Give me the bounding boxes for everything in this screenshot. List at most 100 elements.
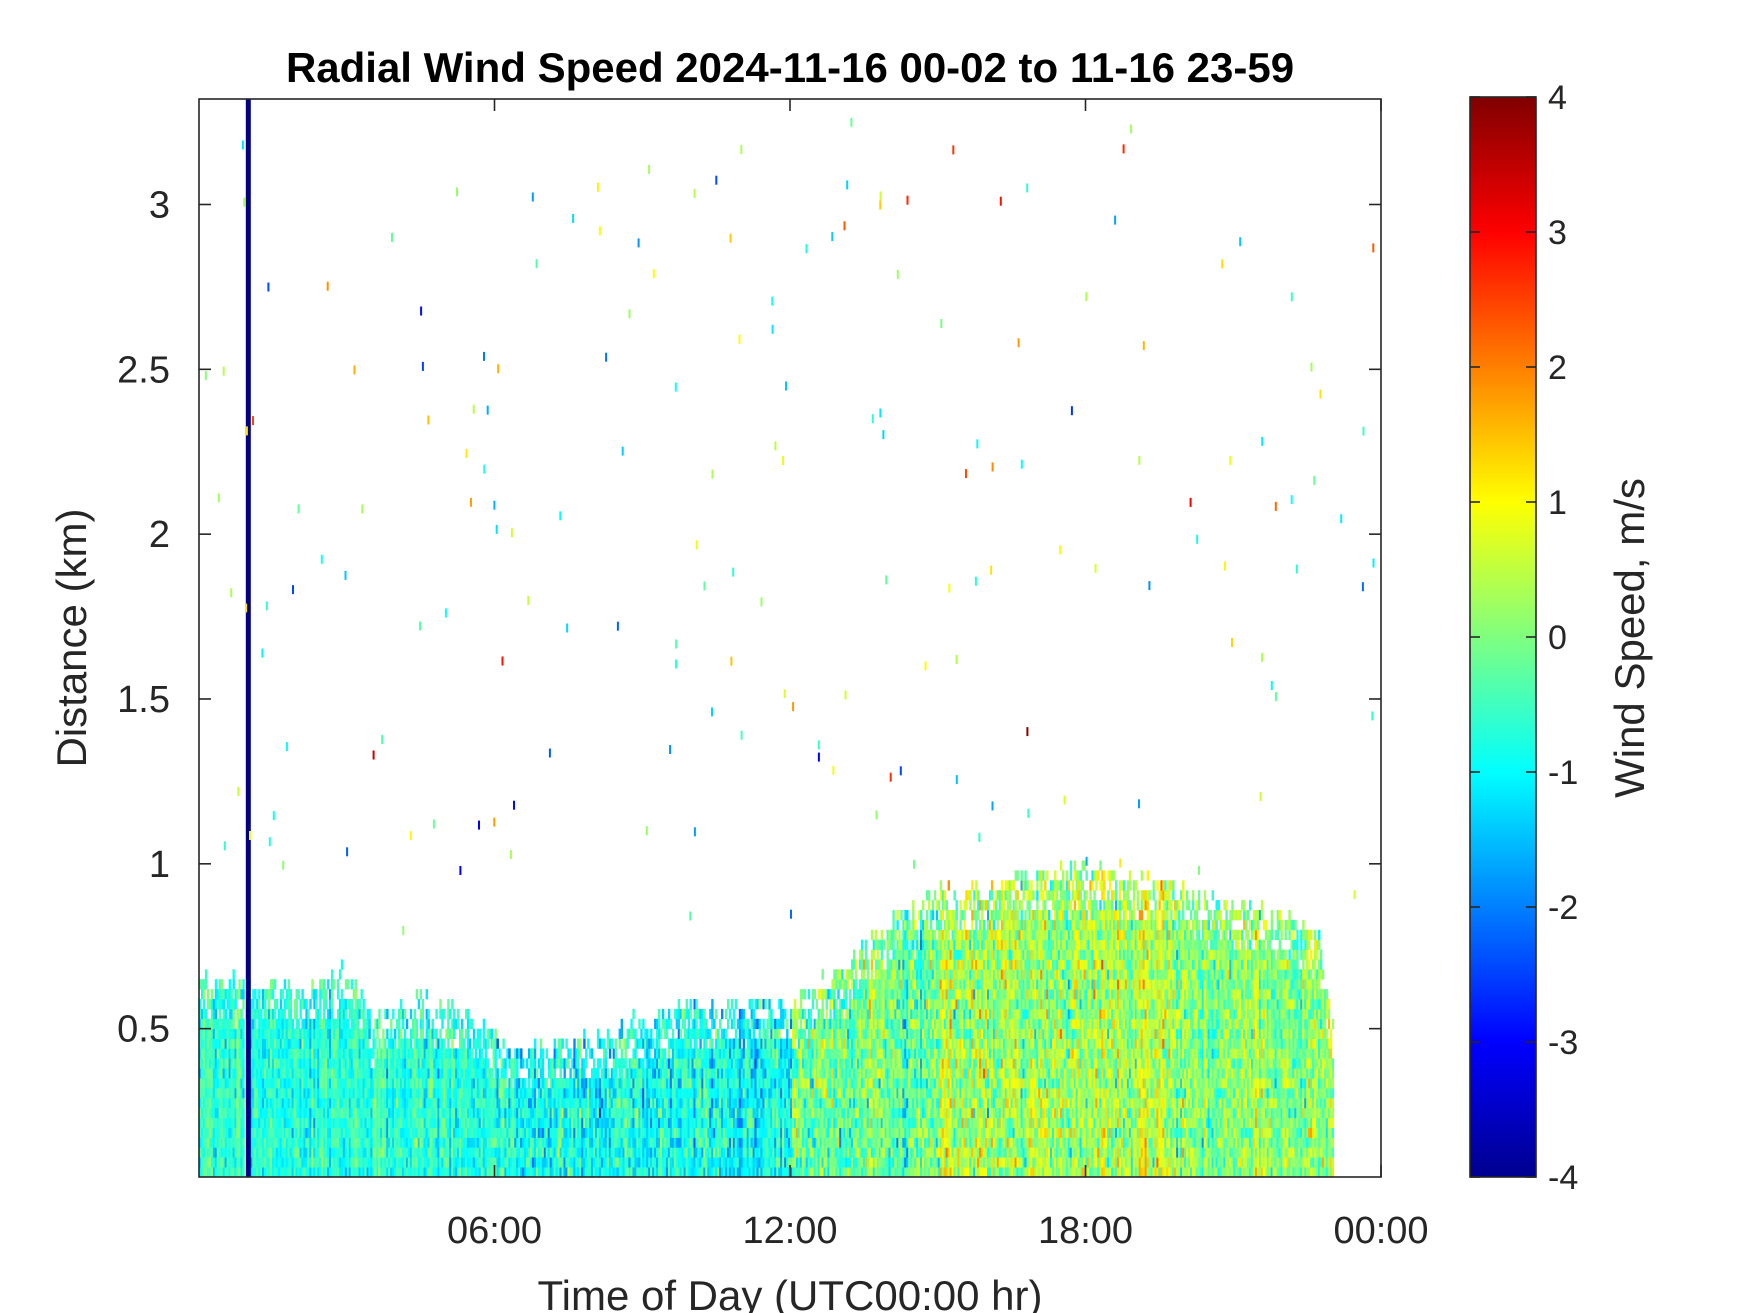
heatmap-cell <box>577 1097 580 1109</box>
heatmap-cell <box>266 1088 269 1099</box>
heatmap-cell <box>492 1048 495 1059</box>
heatmap-cell <box>780 1078 783 1089</box>
heatmap-cell <box>466 1068 470 1079</box>
heatmap-cell <box>216 1068 220 1079</box>
heatmap-cell <box>687 1088 690 1099</box>
heatmap-cell <box>226 1078 229 1089</box>
heatmap-cell <box>730 1107 734 1119</box>
heatmap-cell <box>793 1088 797 1099</box>
heatmap-cell <box>531 1147 535 1158</box>
heatmap-cell <box>301 1088 304 1099</box>
heatmap-cell <box>776 1048 779 1059</box>
heatmap-cell <box>254 1088 257 1099</box>
heatmap-cell <box>202 1127 206 1138</box>
heatmap-cell <box>661 1107 665 1119</box>
heatmap-cell <box>392 1008 395 1020</box>
heatmap-cell <box>748 1028 751 1039</box>
heatmap-cell <box>573 1048 576 1059</box>
heatmap-cell <box>711 1127 714 1138</box>
heatmap-cell <box>583 1117 586 1128</box>
heatmap-cell <box>531 1078 535 1089</box>
heatmap-cell <box>206 1078 210 1089</box>
heatmap-cell <box>640 1068 643 1079</box>
heatmap-cell <box>537 1157 541 1168</box>
heatmap-cell <box>266 1038 269 1049</box>
heatmap-cell <box>429 1127 432 1138</box>
heatmap-cell <box>262 999 265 1010</box>
heatmap-cell <box>439 1107 442 1119</box>
heatmap-cell <box>577 1038 580 1049</box>
heatmap-cell <box>593 1157 596 1168</box>
heatmap-cell <box>530 1127 533 1138</box>
heatmap-cell <box>565 1127 568 1138</box>
heatmap-cell <box>685 1127 688 1138</box>
heatmap-cell <box>622 1107 625 1119</box>
heatmap-cell <box>738 1018 742 1030</box>
heatmap-cell <box>715 1137 718 1148</box>
heatmap-cell <box>342 1127 346 1138</box>
heatmap-cell <box>354 1167 357 1177</box>
heatmap-cell <box>654 1107 657 1119</box>
heatmap-cell <box>346 1117 350 1128</box>
heatmap-cell <box>340 1018 344 1030</box>
heatmap-cell <box>204 1137 208 1148</box>
heatmap-cell <box>614 1088 618 1099</box>
heatmap-cell <box>435 1068 438 1079</box>
heatmap-cell <box>504 1137 507 1148</box>
heatmap-cell <box>699 1157 702 1168</box>
heatmap-cell <box>338 1028 342 1039</box>
heatmap-cell <box>551 1117 554 1128</box>
heatmap-cell <box>606 1127 610 1138</box>
heatmap-cell <box>620 1117 623 1128</box>
heatmap-cell <box>500 1088 503 1099</box>
heatmap-cell <box>573 1078 576 1089</box>
heatmap-cell <box>490 1157 493 1168</box>
heatmap-cell <box>204 1088 208 1099</box>
heatmap-cell <box>573 1117 576 1128</box>
heatmap-cell <box>342 1038 346 1049</box>
heatmap-cell <box>634 1137 637 1148</box>
heatmap-cell <box>232 1058 235 1069</box>
heatmap-cell <box>492 1157 495 1168</box>
heatmap-cell <box>350 1078 354 1089</box>
heatmap-cell <box>398 1167 401 1177</box>
heatmap-cell <box>336 1028 340 1039</box>
heatmap-cell <box>242 1038 245 1049</box>
heatmap-cell <box>486 1028 489 1039</box>
heatmap-cell <box>494 1117 497 1128</box>
heatmap-cell <box>569 1107 572 1119</box>
heatmap-cell <box>281 1028 285 1039</box>
heatmap-cell <box>640 1028 643 1039</box>
heatmap-cell <box>563 1167 566 1177</box>
heatmap-cell <box>358 1078 361 1089</box>
heatmap-cell <box>730 1048 734 1059</box>
heatmap-cell <box>661 1058 665 1069</box>
heatmap-cell <box>533 1167 537 1177</box>
heatmap-cell <box>577 1107 580 1119</box>
heatmap-cell <box>740 1147 744 1158</box>
heatmap-cell <box>677 1147 681 1158</box>
heatmap-cell <box>425 1097 428 1109</box>
heatmap-cell <box>606 1038 610 1049</box>
heatmap-cell <box>409 1078 413 1089</box>
heatmap-cell <box>214 1058 218 1069</box>
heatmap-cell <box>675 1078 679 1089</box>
heatmap-cell <box>423 1167 426 1177</box>
heatmap-cell <box>628 1157 631 1168</box>
heatmap-cell <box>297 1107 300 1119</box>
heatmap-cell <box>470 1117 474 1128</box>
heatmap-cell <box>788 1048 791 1059</box>
heatmap-cell <box>646 1097 649 1109</box>
heatmap-cell <box>675 1097 679 1109</box>
heatmap-cell <box>683 1048 686 1059</box>
heatmap-cell <box>770 1018 773 1030</box>
heatmap-cell <box>258 1127 261 1138</box>
heatmap-cell <box>419 1147 422 1158</box>
heatmap-cell <box>492 1127 495 1138</box>
heatmap-cell <box>660 1078 663 1089</box>
heatmap-cell <box>591 1147 594 1158</box>
heatmap-cell <box>764 1137 767 1148</box>
heatmap-cell <box>342 1018 346 1030</box>
heatmap-cell <box>614 1058 618 1069</box>
heatmap-cell <box>768 1167 771 1177</box>
